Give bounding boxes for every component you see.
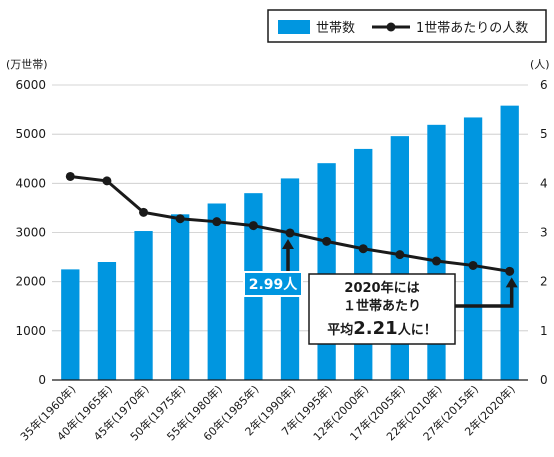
right-tick-label: 5 [540, 127, 548, 141]
callout-2020-value: 2.21 [353, 318, 397, 339]
callout-2020-arrowhead [505, 277, 518, 288]
left-tick-label: 6000 [15, 78, 46, 92]
callout-1990-arrowhead [282, 238, 294, 249]
callout-1990: 2.99人 [243, 238, 303, 297]
right-tick-label: 4 [540, 176, 548, 190]
callout-2020-line3: 平均2.21人に！ [327, 318, 436, 339]
legend-bar-label: 世帯数 [316, 21, 355, 36]
right-tick-label: 1 [540, 324, 548, 338]
line-point [505, 266, 515, 276]
left-tick-label: 5000 [15, 127, 46, 141]
right-axis-ticks: 0 1 2 3 4 5 6 [540, 78, 548, 387]
legend: 世帯数 1世帯あたりの人数 [267, 9, 547, 43]
left-tick-label: 0 [38, 373, 46, 387]
callout-1990-value: 2.99人 [249, 276, 299, 293]
line-point [285, 228, 295, 238]
line-series [65, 171, 515, 276]
line-point [395, 250, 405, 260]
callout-2020: 2020年には １世帯あたり 平均2.21人に！ [308, 273, 518, 345]
bar [500, 105, 519, 381]
callout-2020-box [308, 273, 456, 345]
line-point [139, 207, 149, 217]
left-tick-label: 4000 [15, 176, 46, 190]
left-axis-ticks: 0 1000 2000 3000 4000 5000 6000 [15, 78, 46, 387]
callout-2020-prefix: 平均 [327, 322, 353, 338]
bar [97, 262, 117, 380]
right-tick-label: 0 [540, 373, 548, 387]
line-point [468, 260, 478, 270]
line-point [431, 256, 441, 266]
callout-2020-suffix: 人に！ [398, 322, 437, 338]
callout-2020-arrow [455, 285, 514, 308]
legend-line-label: 1世帯あたりの人数 [416, 21, 528, 36]
line-point [212, 217, 222, 227]
bar [317, 163, 336, 380]
left-axis-unit: (万世帯) [6, 58, 48, 71]
line-point [358, 244, 368, 254]
left-tick-label: 1000 [15, 324, 46, 338]
left-tick-label: 2000 [15, 275, 46, 289]
line-point [175, 214, 185, 224]
right-tick-label: 2 [540, 275, 548, 289]
callout-1990-box [243, 271, 303, 297]
right-tick-label: 6 [540, 78, 548, 92]
bar [354, 148, 373, 380]
line-point [65, 171, 75, 181]
left-tick-label: 3000 [15, 226, 46, 240]
line-point [322, 236, 332, 246]
bar [171, 214, 190, 380]
bar [61, 269, 80, 380]
bar [134, 231, 153, 380]
bar [463, 117, 483, 380]
legend-line-marker [386, 22, 396, 32]
x-axis-labels: 35年(1960年)40年(1965年)45年(1970年)50年(1975年)… [17, 382, 518, 443]
callout-2020-line2: １世帯あたり [343, 298, 421, 314]
legend-bar-swatch [278, 20, 310, 34]
right-tick-label: 3 [540, 226, 548, 240]
callout-2020-line1: 2020年には [344, 280, 419, 296]
line-point [248, 221, 258, 231]
line-point [102, 176, 112, 186]
bar [207, 203, 226, 380]
right-axis-unit: (人) [530, 58, 550, 71]
